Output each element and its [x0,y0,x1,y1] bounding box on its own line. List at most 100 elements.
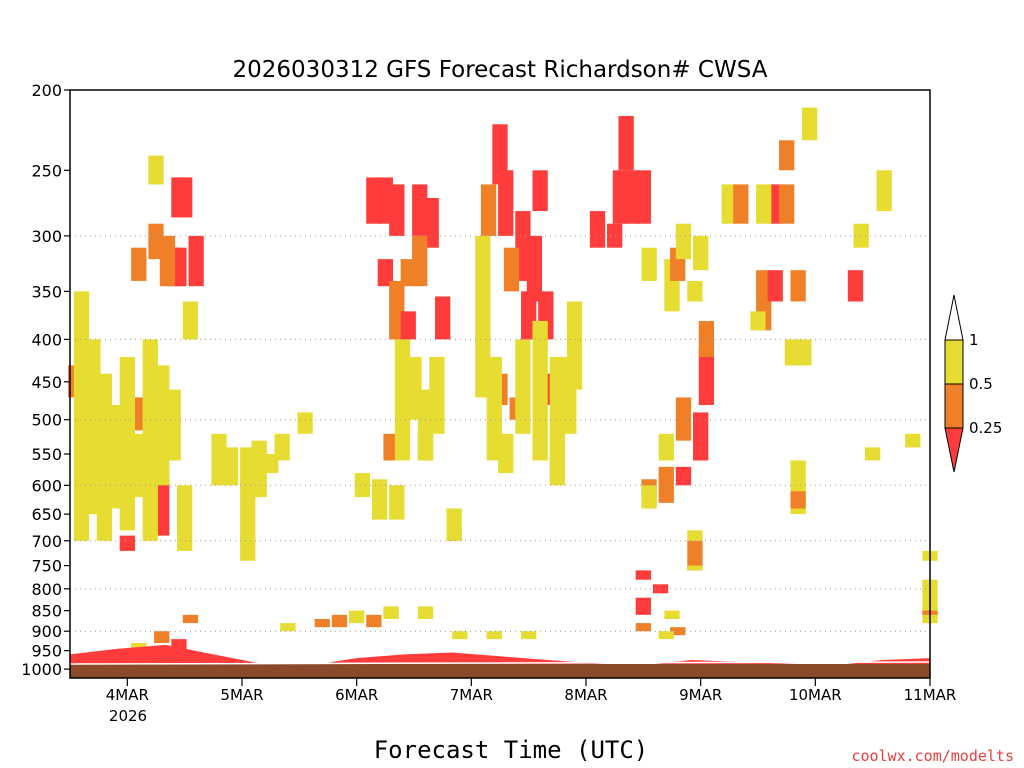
y-tick-label: 600 [31,476,62,495]
y-tick-label: 1000 [21,660,62,679]
x-tick-label: 9MAR [679,686,722,704]
heatmap-cell [383,433,399,461]
heatmap-cell [532,320,548,461]
x-axis: 4MAR 5MAR 6MAR 7MAR 8MAR 9MAR 10MAR 11MAR [106,678,957,704]
heatmap-cell [349,610,365,624]
credit-text: coolwx.com/modelts [851,747,1014,765]
heatmap-cell [182,301,199,340]
heatmap-cell [693,235,709,271]
heatmap-cell [222,447,239,486]
heatmap-cell [423,197,439,248]
heatmap-cell [658,466,674,503]
y-tick-label: 700 [31,532,62,551]
heatmap-cell [371,479,388,520]
heatmap-cell [171,639,187,651]
legend-label: 0.5 [969,375,993,393]
heatmap-cell [486,631,502,640]
heatmap-cell [498,170,514,236]
x-tick-label: 11MAR [904,686,957,704]
heatmap-cell [687,565,703,571]
heatmap-cell [641,485,657,509]
heatmap-cell [750,311,766,331]
x-tick-label: 10MAR [789,686,842,704]
heatmap-cell [658,433,674,461]
heatmap-cell [429,356,445,434]
heatmap-cell [618,116,634,171]
x-axis-title: Forecast Time (UTC) [374,736,649,764]
legend-swatch-above-1 [944,294,964,341]
y-tick-label: 750 [31,557,62,576]
heatmap-cell [635,170,651,224]
heatmap-cell [779,140,795,171]
grid-lines [70,235,930,632]
heatmap-cell [561,356,577,434]
x-tick-label: 8MAR [564,686,607,704]
heatmap-cell [280,623,296,632]
heatmap-cell [417,606,434,620]
legend-swatch-below-0.25 [944,427,964,473]
heatmap-cell [188,235,204,287]
heatmap-cell [480,184,497,236]
heatmap-cell [658,631,674,640]
heatmap-cell [177,177,193,218]
y-tick-label: 500 [31,411,62,430]
heatmap-cell [635,570,651,580]
heatmap-cell [177,485,193,551]
x-axis-sublabel: 2026 [109,707,147,725]
heatmap-cell [182,614,199,624]
y-tick-label: 650 [31,505,62,524]
heatmap-cell [452,631,468,640]
heatmap-cell [475,235,491,398]
heatmap-cell [687,540,703,571]
heatmap-cell [400,311,416,340]
heatmap-cell [790,270,806,302]
heatmap-cell [435,296,451,340]
heatmap-cell [119,535,135,551]
heatmap-cell [589,211,606,248]
heatmap-cell [148,223,164,260]
heatmap-cell [165,389,181,461]
y-axis: 200 250 300 350 400 450 500 550 600 650 700 750 800 8… [21,81,70,679]
heatmap-cell [331,614,348,628]
heatmap-cell [532,170,548,212]
heatmap-cell [847,270,864,302]
heatmap-cell [675,397,692,441]
heatmap-cell [526,235,543,302]
legend-swatch-0.25-0.5 [944,383,964,429]
color-legend: 1 0.5 0.25 [944,294,1002,473]
x-tick-label: 6MAR [335,686,378,704]
heatmap-cell [675,466,692,486]
heatmap-cell [314,619,330,628]
y-tick-label: 850 [31,602,62,621]
y-tick-label: 550 [31,445,62,464]
heatmap-cell [664,610,680,620]
y-tick-label: 200 [31,81,62,100]
heatmap-cell [756,184,772,224]
heatmap-cell [521,631,537,640]
heatmap-cell [693,412,709,461]
heatmap-cell [486,356,502,461]
x-tick-label: 4MAR [106,686,149,704]
heatmap-cell [394,339,411,461]
surface-line [69,661,931,665]
heatmap-cell [779,184,795,224]
heatmap-cell [498,433,514,474]
heatmap-cell [131,643,147,651]
y-tick-label: 800 [31,580,62,599]
y-tick-label: 350 [31,282,62,301]
legend-label: 0.25 [969,419,1002,437]
heatmap-cell [767,270,783,302]
heatmap-cell [366,614,382,628]
plot-frame [69,89,931,679]
heatmap-cells [68,107,938,678]
heatmap-cell [354,473,371,498]
heatmap-cell [687,280,703,302]
heatmap-cell [503,247,520,292]
heatmap-cell [905,433,921,448]
heatmap-cell [635,597,651,615]
heatmap-cell [687,530,703,541]
y-tick-label: 250 [31,161,62,180]
y-tick-label: 400 [31,330,62,349]
chart-title: 2026030312 GFS Forecast Richardson# CWSA [233,57,768,83]
